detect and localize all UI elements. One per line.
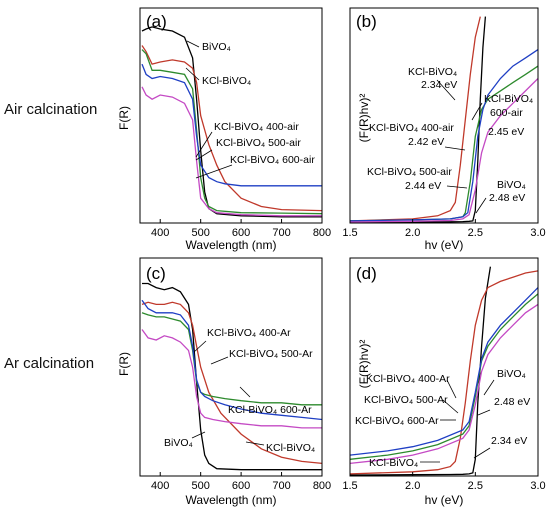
panel-d-ann-kcl: KCl-BiVO₄: [369, 457, 418, 469]
panel-b-series-3: [349, 49, 539, 222]
panel-b-ann-500air: KCl-BiVO₄ 500-air: [367, 166, 452, 178]
panel-d-ann-234ev: 2.34 eV: [491, 435, 527, 447]
panel-c-series-0: [142, 282, 322, 471]
panel-a-ann-600air: KCl-BiVO₄ 600-air: [230, 154, 315, 166]
panel-d-arrows: [420, 379, 495, 463]
panel-b-ann-kcl: KCl-BiVO₄: [408, 66, 457, 78]
panel-d-ann-bivo4: BiVO₄: [497, 368, 526, 380]
panel-c-ann-bivo4: BiVO₄: [164, 437, 193, 449]
panel-c-series-4: [141, 329, 322, 429]
panel-b-xtick-label-2: 2.5: [468, 227, 483, 239]
panel-c-ann-400ar: KCl-BiVO₄ 400-Ar: [207, 327, 291, 339]
panel-a-xticks: 400 500 600 700 800: [151, 219, 331, 239]
panel-c-ann-kcl: KCl-BiVO₄: [266, 442, 315, 454]
panel-c-xtick-label-2: 600: [232, 480, 250, 492]
panel-b-plot: [349, 16, 539, 223]
panel-b-ann-600air-ev: 2.45 eV: [488, 126, 524, 138]
panel-a: F(R) (a) 400 500 600 700 800 Wavelength (nm)…: [117, 7, 331, 252]
panel-c-ann-600ar: KCl-BiVO₄ 600-Ar: [228, 404, 312, 416]
panel-a-series-2: [141, 49, 323, 215]
panel-a-ann-bivo4: BiVO₄: [202, 41, 231, 53]
panel-d-letter: (d): [356, 264, 377, 283]
panel-c-xticks: 400 500 600 700 800: [151, 472, 331, 492]
panel-a-series-4: [141, 86, 322, 217]
panel-b-ann-400air-ev: 2.42 eV: [408, 136, 444, 148]
panel-a-series-0: [141, 26, 322, 218]
side-label-air: Air calcination: [4, 101, 97, 118]
panel-b-series-4: [349, 78, 539, 223]
panel-d: (F(R)hv)² (d) 1.5 2.0 2.5 3.0 hv (eV) KCl-B…: [342, 257, 546, 507]
panel-b-ann-600air-l2: 600-air: [490, 107, 523, 119]
panel-c: F(R) (c) 400 500 600 700 800 Wavelength (nm)…: [117, 257, 331, 507]
panel-a-xtick-label-4: 800: [313, 227, 331, 239]
side-label-ar: Ar calcination: [4, 355, 94, 372]
panel-b-xlabel: hv (eV): [425, 238, 464, 252]
panel-a-ann-400air: KCl-BiVO₄ 400-air: [214, 121, 299, 133]
panel-c-xtick-label-3: 700: [272, 480, 290, 492]
panel-d-xticks: 1.5 2.0 2.5 3.0: [342, 472, 546, 492]
panel-a-xtick-label-3: 700: [272, 227, 290, 239]
panel-d-series-1: [349, 270, 539, 475]
panel-d-ylabel: (F(R)hv)²: [357, 340, 371, 389]
panel-d-series-0: [349, 266, 492, 476]
panel-a-plot: [141, 26, 323, 218]
panel-b-ann-600air: KCl-BiVO₄: [484, 93, 533, 105]
panel-d-xtick-label-0: 1.5: [342, 480, 357, 492]
panel-a-xtick-label-2: 600: [232, 227, 250, 239]
panel-c-ann-500ar: KCl-BiVO₄ 500-Ar: [229, 348, 313, 360]
panel-b-xtick-label-1: 2.0: [405, 227, 420, 239]
panel-a-letter: (a): [146, 12, 167, 31]
panel-a-xlabel: Wavelength (nm): [186, 238, 277, 252]
panel-d-series-4: [349, 303, 539, 465]
panel-c-arrows: [191, 340, 265, 446]
panel-b-ann-bivo4: BiVO₄: [497, 179, 526, 191]
panel-b-ylabel: (F(R)hv)²: [357, 94, 371, 143]
panel-b-ann-bivo4-ev: 2.48 eV: [489, 192, 525, 204]
panel-c-xlabel: Wavelength (nm): [186, 493, 277, 507]
panel-c-xtick-label-1: 500: [191, 480, 209, 492]
panel-a-xtick-label-1: 500: [191, 227, 209, 239]
panel-b-frame: [349, 7, 539, 224]
panel-d-xtick-label-3: 3.0: [530, 480, 545, 492]
panel-c-frame: [139, 257, 323, 477]
panel-d-xtick-label-2: 2.5: [468, 480, 483, 492]
panel-d-series-2: [349, 293, 539, 460]
panel-a-ylabel: F(R): [117, 106, 131, 130]
panel-d-xlabel: hv (eV): [425, 493, 464, 507]
panel-b-xtick-label-3: 3.0: [530, 227, 545, 239]
panel-c-plot: [141, 282, 323, 471]
panel-d-ann-500ar: KCl-BiVO₄ 500-Ar: [364, 394, 448, 406]
panel-b-ann-500air-ev: 2.44 eV: [405, 180, 441, 192]
panel-a-ann-kcl: KCl-BiVO₄: [202, 75, 251, 87]
panel-c-xtick-label-0: 400: [151, 480, 169, 492]
panel-b-xtick-label-0: 1.5: [342, 227, 357, 239]
panel-a-arrows: [185, 40, 233, 179]
panel-b-series-1: [349, 16, 481, 222]
panel-c-letter: (c): [146, 264, 166, 283]
panel-c-series-1: [141, 301, 323, 465]
panel-b-ann-kcl-ev: 2.34 eV: [421, 79, 457, 91]
panel-c-ylabel: F(R): [117, 352, 131, 376]
panel-a-xtick-label-0: 400: [151, 227, 169, 239]
panel-b-arrows: [436, 79, 487, 214]
panel-d-plot: [349, 266, 539, 476]
panel-b-letter: (b): [356, 12, 377, 31]
panel-d-series-3: [349, 287, 539, 456]
panel-c-series-3: [141, 299, 323, 421]
panel-b: (F(R)hv)² (b) 1.5 2.0 2.5 3.0 hv (eV) KCl-B…: [342, 7, 546, 252]
panel-d-xtick-label-1: 2.0: [405, 480, 420, 492]
panel-a-series-1: [141, 45, 323, 212]
panel-b-ann-400air: KCl-BiVO₄ 400-air: [369, 122, 454, 134]
panel-d-ann-600ar: KCl-BiVO₄ 600-Ar: [355, 415, 439, 427]
panel-a-series-3: [141, 63, 322, 187]
panel-c-xtick-label-4: 800: [313, 480, 331, 492]
panel-d-ann-400ar: KCl-BiVO₄ 400-Ar: [366, 373, 450, 385]
panel-b-series-0: [350, 16, 487, 223]
panel-a-frame: [139, 7, 323, 224]
panel-b-xticks: 1.5 2.0 2.5 3.0: [342, 219, 546, 239]
panel-a-ann-500air: KCl-BiVO₄ 500-air: [216, 137, 301, 149]
panel-d-frame: [349, 257, 539, 477]
panel-d-ann-bivo4-ev: 2.48 eV: [494, 396, 530, 408]
